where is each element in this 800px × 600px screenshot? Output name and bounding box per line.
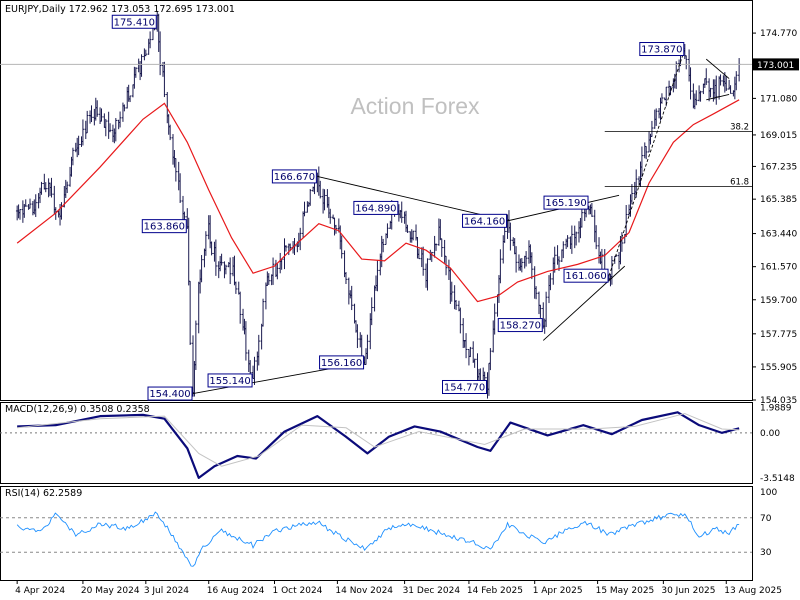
peak-label-text: 154.770 [444, 382, 485, 393]
peak-label-text: 164.160 [464, 216, 505, 227]
macd-axis-tick-label: 1.9889 [760, 403, 792, 413]
peak-label-text: 154.400 [149, 389, 190, 400]
price-axis-tick-label: 155.905 [760, 363, 797, 373]
price-axis-tick-label: 169.015 [760, 131, 797, 141]
peak-label: 155.140 [207, 373, 253, 388]
peak-label-box [543, 195, 589, 210]
x-axis-tick-label: 1 Apr 2025 [533, 586, 583, 596]
price-axis-tick-label: 167.235 [760, 162, 797, 172]
peak-label: 164.890 [353, 200, 399, 215]
price-axis-tick-label: 165.385 [760, 195, 797, 205]
peak-label: 166.670 [271, 169, 317, 184]
peak-label-text: 164.890 [355, 203, 396, 214]
peak-label: 154.400 [147, 386, 193, 401]
x-axis-tick-label: 15 May 2025 [596, 586, 655, 596]
peak-label-box [353, 200, 399, 215]
peak-label-text: 165.190 [545, 198, 586, 209]
peak-label: 158.270 [497, 318, 543, 333]
x-axis-tick-label: 20 May 2024 [81, 586, 140, 596]
rsi-line [16, 511, 740, 567]
peak-label-text: 155.140 [209, 376, 250, 387]
price-axis-tick-label: 174.770 [760, 29, 797, 39]
trendline [542, 265, 626, 341]
peak-label: 154.770 [442, 379, 488, 394]
fib-level-label: 61.8 [730, 178, 749, 188]
rsi-axis-tick-label: 70 [760, 514, 772, 524]
x-axis-tick-label: 13 Aug 2025 [724, 586, 782, 596]
macd-axis-tick-label: 0.00 [760, 429, 780, 439]
peak-label: 156.160 [319, 355, 365, 370]
peak-label-text: 156.160 [321, 358, 362, 369]
price-axis-tick-label: 159.700 [760, 296, 797, 306]
peak-label-box [563, 268, 609, 283]
price-panel-title: EURJPY,Daily 172.962 173.053 172.695 173… [5, 4, 235, 15]
peak-label-box [462, 213, 508, 228]
macd-panel-frame [0, 402, 753, 484]
x-axis-tick-label: 31 Dec 2024 [403, 586, 461, 596]
macd-line [17, 411, 740, 479]
peak-label-box [111, 14, 157, 29]
trendline [706, 94, 730, 101]
x-axis-tick-label: 16 Aug 2024 [207, 586, 265, 596]
price-axis-tick-label: 163.440 [760, 230, 797, 240]
macd-panel-title: MACD(12,26,9) 0.3508 0.2358 [5, 404, 150, 415]
peak-label: 165.190 [543, 195, 589, 210]
peak-label-text: 175.410 [114, 17, 155, 28]
peak-label-box [319, 355, 365, 370]
peak-label-text: 166.670 [274, 172, 315, 183]
peak-label-text: 173.870 [641, 45, 682, 56]
moving-average-line [16, 99, 740, 303]
peak-label-text: 163.860 [144, 222, 185, 233]
peak-label: 164.160 [462, 213, 508, 228]
price-axis-tick-label: 157.775 [760, 330, 797, 340]
watermark-text: Action Forex [350, 93, 480, 119]
current-price-badge [753, 58, 799, 71]
peak-label: 161.060 [563, 268, 609, 283]
rsi-panel-frame [0, 486, 753, 581]
peak-label-box [497, 318, 543, 333]
x-axis-tick-label: 30 Jun 2025 [661, 586, 715, 596]
peak-label-box [442, 379, 488, 394]
peak-label: 175.410 [111, 14, 157, 29]
peak-label-box [147, 386, 193, 401]
macd-axis-tick-label: -3.5148 [760, 474, 795, 484]
price-axis-tick-label: 161.570 [760, 263, 797, 273]
x-axis-tick-label: 3 Jul 2024 [144, 586, 189, 596]
trendline [705, 58, 730, 79]
macd-signal-line [17, 413, 740, 467]
peak-label-box [141, 219, 187, 234]
trendline [317, 175, 508, 222]
rsi-axis-tick-label: 30 [760, 548, 772, 558]
x-axis-tick-label: 14 Nov 2024 [335, 586, 393, 596]
x-axis-tick-label: 1 Oct 2024 [272, 586, 322, 596]
peak-label-text: 161.060 [565, 271, 606, 282]
peak-label: 173.870 [639, 42, 685, 57]
fib-level-label: 38.2 [730, 123, 749, 133]
rsi-panel-title: RSI(14) 62.2589 [5, 488, 83, 499]
price-panel-frame [0, 0, 753, 401]
price-axis-tick-label: 154.035 [760, 396, 797, 406]
peak-label: 163.860 [141, 219, 187, 234]
price-axis-tick-label: 171.080 [760, 94, 797, 104]
x-axis-tick-label: 14 Feb 2025 [467, 586, 523, 596]
peak-label-box [271, 169, 317, 184]
x-axis-tick-label: 4 Apr 2024 [15, 586, 65, 596]
peak-label-box [207, 373, 253, 388]
rsi-axis-tick-label: 100 [760, 488, 777, 498]
candle-group [15, 10, 741, 399]
current-price-label: 173.001 [757, 61, 794, 71]
peak-label-box [639, 42, 685, 57]
peak-label-text: 158.270 [500, 321, 541, 332]
